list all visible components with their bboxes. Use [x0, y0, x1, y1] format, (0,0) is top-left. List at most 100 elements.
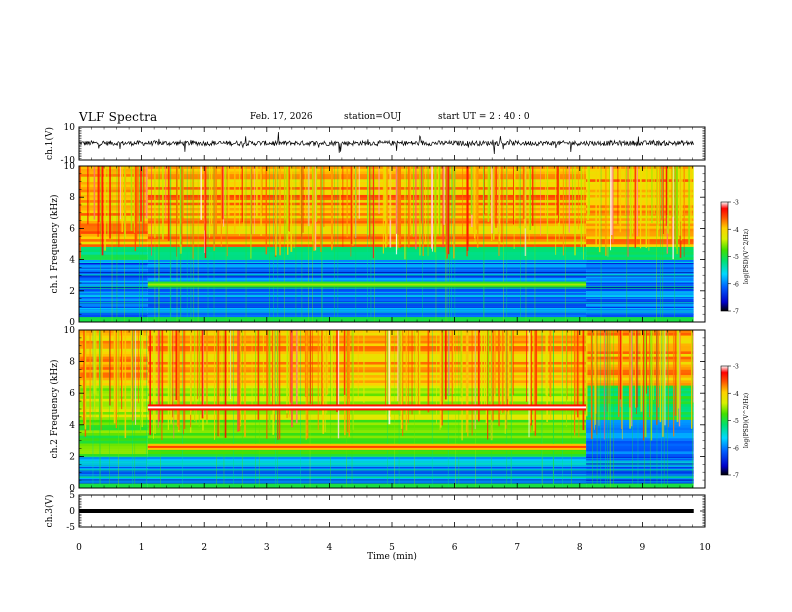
- spectrogram-band: [79, 443, 148, 447]
- spectrogram-band: [147, 246, 587, 250]
- spectrogram-band: [147, 270, 587, 273]
- y-tick-label: 10: [64, 326, 76, 336]
- spectrogram-band: [147, 207, 587, 211]
- spectrogram-band: [147, 424, 587, 428]
- y-tick-label: -10: [61, 156, 76, 166]
- y-tick-label: 5: [69, 491, 75, 501]
- spectrogram-band: [147, 186, 587, 190]
- spectrogram-band: [79, 264, 148, 268]
- spectrogram-band: [586, 345, 694, 349]
- x-tick-label: 2: [201, 543, 207, 553]
- spectrogram-band: [147, 241, 587, 245]
- spectrogram-band: [147, 236, 587, 240]
- spectrogram-band: [79, 432, 148, 436]
- spectrogram-band: [79, 275, 148, 279]
- spectrogram-band: [79, 411, 148, 415]
- spectrogram-band: [79, 223, 148, 227]
- spectrogram-band: [79, 390, 148, 394]
- spectrogram-band: [586, 176, 694, 180]
- spectrogram-band: [586, 432, 694, 436]
- spectrogram-band: [147, 199, 587, 203]
- colorbar-tick-label: -5: [733, 254, 739, 261]
- spectrogram-band: [147, 205, 587, 208]
- y-tick-label: 4: [69, 421, 75, 431]
- ch1-spectrogram-panel: 0 2 4 6 8 10 ch.1 Frequency (kHz): [49, 162, 706, 328]
- spectrogram-band: [586, 409, 694, 412]
- spectrogram-band: [147, 364, 587, 368]
- spectrogram-band: [586, 403, 694, 407]
- spectrogram-band: [79, 225, 148, 229]
- spectrogram-band: [586, 451, 694, 455]
- spectrogram-band: [147, 366, 587, 370]
- spectrogram-band: [147, 411, 587, 415]
- spectrogram-band: [586, 430, 694, 433]
- spectrogram-band: [147, 233, 587, 237]
- spectrogram-band: [147, 372, 587, 376]
- emission-line-core: [147, 283, 587, 286]
- y-tick-label: 2: [69, 287, 75, 297]
- spectrogram-band: [147, 422, 587, 426]
- spectrogram-band: [147, 343, 587, 347]
- spectrogram-band: [147, 393, 587, 397]
- spectrogram-band: [586, 340, 694, 344]
- spectrogram-band: [586, 197, 694, 201]
- x-tick-label: 9: [640, 543, 646, 553]
- spectrogram-band: [79, 427, 148, 431]
- spectrogram-band: [147, 435, 587, 439]
- spectrogram-band: [586, 210, 694, 214]
- spectrogram-band: [586, 427, 694, 431]
- spectrogram-band: [147, 448, 587, 452]
- spectrogram-band: [79, 238, 148, 242]
- spectrogram-band: [79, 430, 148, 433]
- colorbar-tick-label: -7: [733, 473, 739, 480]
- colorbar-scale: [720, 365, 729, 476]
- ch3-waveform-panel: 5 0 -5 ch.3(V): [44, 491, 706, 533]
- spectrogram-band: [79, 202, 148, 206]
- spectrogram-band: [147, 348, 587, 352]
- spectrogram-band: [147, 451, 587, 455]
- spectrogram-band: [586, 448, 694, 452]
- spectrogram-band: [79, 251, 148, 255]
- spectrogram-band: [79, 306, 148, 310]
- spectrogram-band: [586, 419, 694, 423]
- spectrogram-band: [147, 181, 587, 185]
- spectrogram-band: [79, 424, 148, 428]
- spectrogram-band: [147, 218, 587, 221]
- spectrogram-band: [586, 212, 694, 216]
- spectrogram-band: [147, 173, 587, 177]
- spectrogram-band: [586, 366, 694, 370]
- colorbar-tick-label: -4: [733, 391, 739, 398]
- spectrogram-band: [586, 179, 694, 182]
- spectrogram-band: [586, 215, 694, 219]
- start-time-label: start UT = 2 : 40 : 0: [438, 112, 530, 122]
- spectrogram-band: [147, 345, 587, 349]
- spectrogram-band: [147, 189, 587, 193]
- spectrogram-band: [586, 220, 694, 224]
- spectrogram-band: [147, 212, 587, 216]
- spectrogram-band: [147, 249, 587, 253]
- spectrogram-band: [586, 168, 694, 172]
- spectrogram-band: [79, 257, 148, 260]
- spectrogram-band: [586, 171, 694, 175]
- spectrogram-band: [586, 380, 694, 383]
- spectrogram-band: [586, 283, 694, 286]
- spectrogram-band: [586, 406, 694, 410]
- spectrogram-band: [79, 186, 148, 190]
- spectrogram-band: [147, 380, 587, 383]
- spectrogram-band: [147, 387, 587, 391]
- y-tick-label: -5: [66, 523, 75, 533]
- spectrogram-band: [147, 228, 587, 232]
- spectrogram-band: [79, 220, 148, 224]
- spectrogram-band: [79, 419, 148, 423]
- spectrogram-band: [586, 202, 694, 206]
- spectrogram-band: [147, 464, 587, 468]
- spectrogram-band: [147, 369, 587, 373]
- spectrogram-band: [147, 340, 587, 344]
- spectrogram-band: [79, 181, 148, 185]
- spectrogram-band: [79, 345, 148, 349]
- spectrogram-band: [586, 259, 694, 263]
- spectrogram-band: [586, 166, 694, 169]
- ch1-waveform-trace: [78, 131, 695, 155]
- y-tick-label: 2: [69, 452, 75, 462]
